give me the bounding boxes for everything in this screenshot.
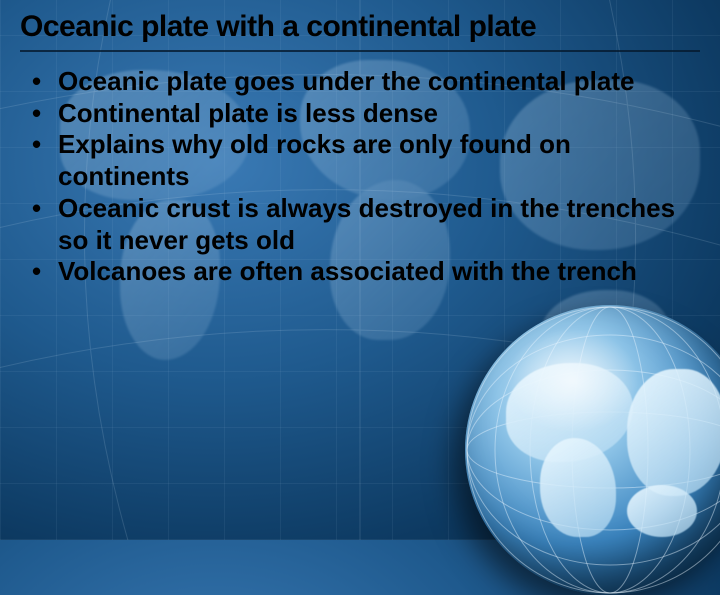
slide-container: Oceanic plate with a continental plate O… [0,0,720,540]
bullet-item: Oceanic crust is always destroyed in the… [30,193,700,256]
slide-title: Oceanic plate with a continental plate [20,10,700,52]
bullet-item: Explains why old rocks are only found on… [30,129,700,192]
bullet-list: Oceanic plate goes under the continental… [20,66,700,288]
bullet-item: Oceanic plate goes under the continental… [30,66,700,98]
bullet-item: Volcanoes are often associated with the … [30,256,700,288]
bullet-item: Continental plate is less dense [30,98,700,130]
